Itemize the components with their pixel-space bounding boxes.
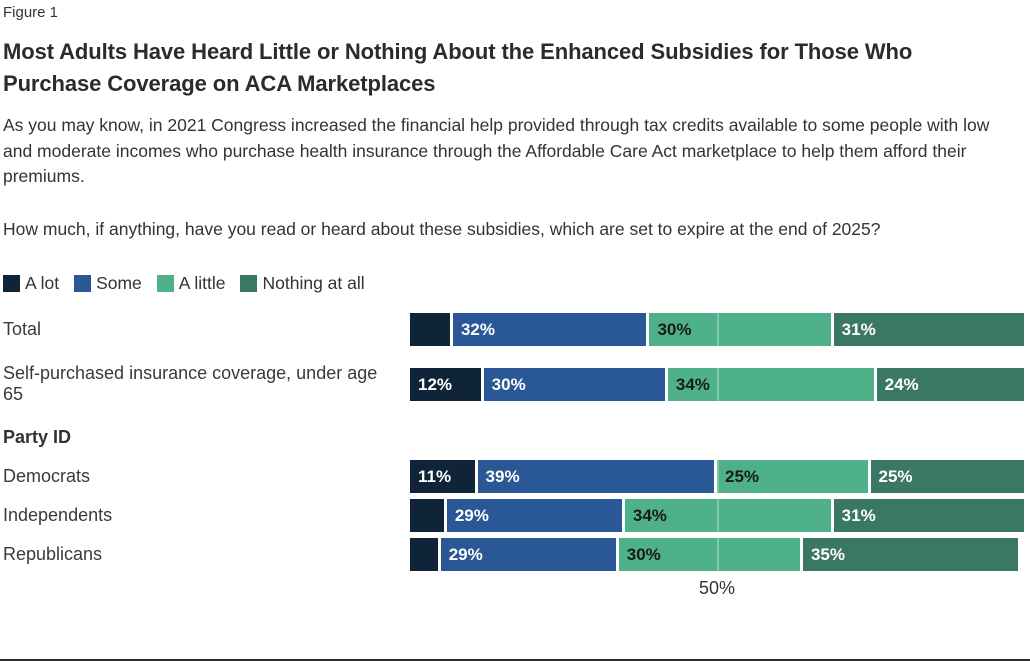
- bar-value-label: 30%: [491, 374, 526, 394]
- bar-value-label: 32%: [460, 320, 495, 339]
- legend-label-a-little: A little: [178, 273, 226, 293]
- row-bars: 11% 39% 25% 25%: [410, 460, 1024, 493]
- stacked-bar-chart: Total 32% 30% 31% Self-purchased insurance c…: [3, 313, 1030, 571]
- bar-segment-nothing-at-all: 31%: [833, 499, 1024, 532]
- row-bars: 29% 34% 31%: [410, 499, 1024, 532]
- gridline-50-percent: [717, 313, 719, 571]
- row-label: Self-purchased insurance coverage, under…: [3, 363, 378, 404]
- bar-segment-a-little: 34%: [667, 367, 874, 401]
- chart-row-independents: Independents 29% 34% 31%: [3, 499, 1030, 532]
- row-bars: 12% 30% 34% 24%: [410, 367, 1024, 401]
- bar-segment-a-lot: [410, 313, 450, 346]
- bar-value-label: 30%: [657, 320, 692, 339]
- bar-segment-some: 29%: [440, 538, 616, 571]
- row-bars: 32% 30% 31%: [410, 313, 1024, 346]
- chart-row-total: Total 32% 30% 31%: [3, 313, 1030, 346]
- legend-item-a-little: A little: [156, 273, 226, 294]
- legend-swatch-a-lot: [3, 275, 20, 292]
- bar-segment-some: 29%: [446, 499, 622, 532]
- row-bars: 29% 30% 35%: [410, 538, 1024, 571]
- bar-segment-nothing-at-all: 25%: [870, 460, 1024, 493]
- bar-segment-a-little: 25%: [717, 460, 868, 493]
- bar-value-label: 34%: [632, 506, 667, 525]
- row-label: Independents: [3, 505, 113, 525]
- legend-swatch-nothing-at-all: [240, 275, 258, 292]
- legend-item-a-lot: A lot: [3, 273, 59, 294]
- legend-swatch-a-little: [156, 275, 174, 292]
- legend-label-some: Some: [96, 273, 142, 293]
- bar-value-label: 31%: [841, 506, 876, 525]
- bar-segment-some: 39%: [477, 460, 714, 493]
- bar-value-label: 35%: [810, 545, 845, 564]
- row-label: Republicans: [3, 544, 103, 564]
- legend-item-some: Some: [74, 273, 142, 294]
- section-header-party-id: Party ID: [3, 426, 72, 447]
- figure-label: Figure 1: [3, 4, 59, 21]
- bar-value-label: 34%: [675, 374, 710, 394]
- bar-value-label: 39%: [485, 467, 520, 486]
- bar-segment-a-lot: [410, 499, 444, 532]
- bar-value-label: 25%: [725, 467, 760, 486]
- row-label: Democrats: [3, 466, 91, 486]
- bar-value-label: 29%: [454, 506, 489, 525]
- section-header-row: Party ID: [3, 427, 1030, 447]
- legend-label-a-lot: A lot: [25, 273, 60, 293]
- bar-segment-a-little: 30%: [649, 313, 831, 346]
- bar-value-label: 12%: [418, 374, 453, 394]
- bottom-border-rule: [0, 659, 1030, 661]
- row-label: Total: [3, 319, 42, 339]
- bar-value-label: 25%: [878, 467, 913, 486]
- bar-segment-a-lot: 11%: [410, 460, 475, 493]
- chart-description: As you may know, in 2021 Congress increa…: [3, 115, 990, 186]
- bar-value-label: 29%: [448, 545, 483, 564]
- x-axis-tick-50: 50%: [698, 578, 736, 598]
- x-axis: 50%: [3, 578, 1030, 600]
- bar-value-label: 31%: [841, 320, 876, 339]
- chart-row-self-purchased-insurance-coverage-under-: Self-purchased insurance coverage, under…: [3, 363, 1030, 405]
- bar-segment-a-little: 34%: [624, 499, 831, 532]
- bar-segment-nothing-at-all: 31%: [833, 313, 1024, 346]
- bar-segment-a-little: 30%: [618, 538, 800, 571]
- bar-segment-a-lot: [410, 538, 438, 571]
- legend-item-nothing-at-all: Nothing at all: [240, 273, 365, 294]
- chart-row-republicans: Republicans 29% 30% 35%: [3, 538, 1030, 571]
- bar-segment-nothing-at-all: 35%: [802, 538, 1018, 571]
- legend-swatch-some: [74, 275, 92, 292]
- bar-segment-some: 32%: [452, 313, 647, 346]
- bar-value-label: 24%: [884, 374, 919, 394]
- chart-title: Most Adults Have Heard Little or Nothing…: [3, 39, 913, 96]
- bar-value-label: 30%: [626, 545, 661, 564]
- legend: A lot Some A little Nothing at all: [3, 273, 1030, 294]
- legend-label-nothing-at-all: Nothing at all: [262, 273, 365, 293]
- bar-segment-some: 30%: [483, 367, 665, 401]
- chart-row-democrats: Democrats 11% 39% 25% 25%: [3, 460, 1030, 493]
- figure-page: Figure 1 Most Adults Have Heard Little o…: [3, 4, 1030, 600]
- survey-question: How much, if anything, have you read or …: [3, 218, 881, 239]
- bar-value-label: 11%: [418, 467, 452, 486]
- bar-segment-a-lot: 12%: [410, 367, 481, 401]
- bar-segment-nothing-at-all: 24%: [876, 367, 1024, 401]
